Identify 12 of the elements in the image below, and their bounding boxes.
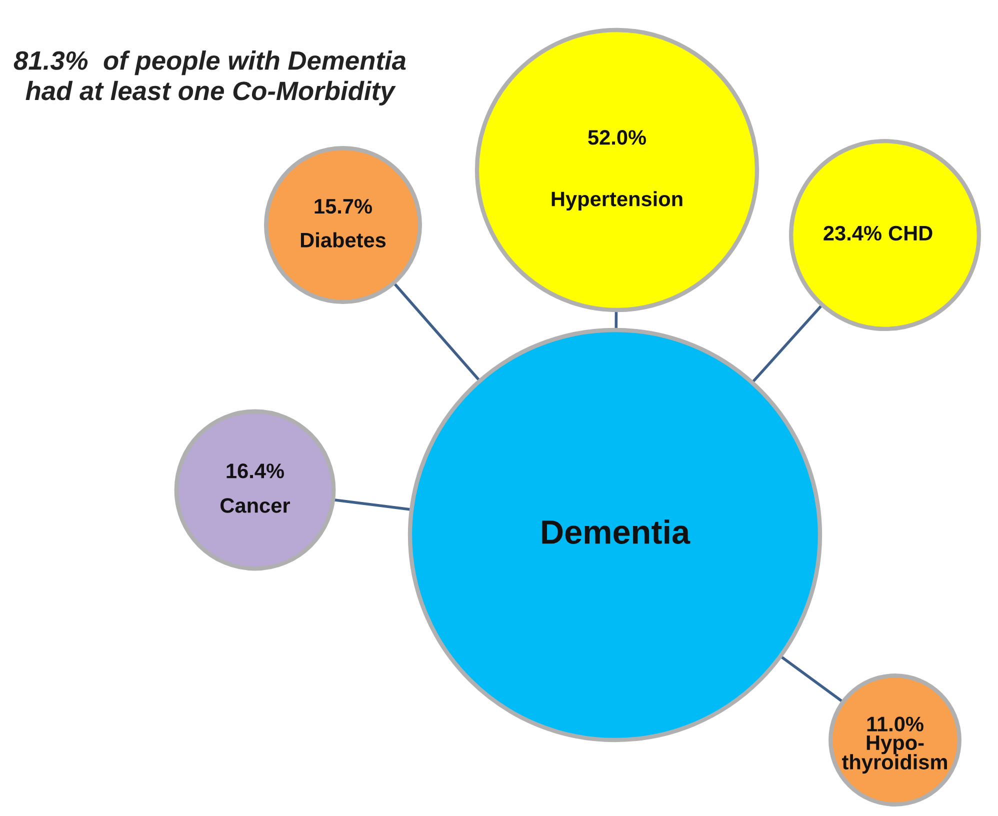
category-label: Hypo- thyroidism — [842, 736, 947, 774]
data-label: 16.4% — [226, 464, 284, 478]
data-label: 15.7% — [314, 198, 372, 214]
data-label: 52.0% — [588, 130, 646, 145]
category-label: Cancer — [220, 498, 290, 513]
category-label: CHD — [888, 226, 932, 241]
category-label: Diabetes — [300, 232, 386, 248]
category-label: Hypertension — [552, 191, 682, 211]
category-label: Dementia — [542, 519, 690, 544]
data-label: 23.4% — [824, 226, 882, 241]
text: 81.3% of people with Dementia had at least one Co-Morbidity — [14, 50, 406, 106]
data-label: 11.0% — [867, 716, 924, 732]
